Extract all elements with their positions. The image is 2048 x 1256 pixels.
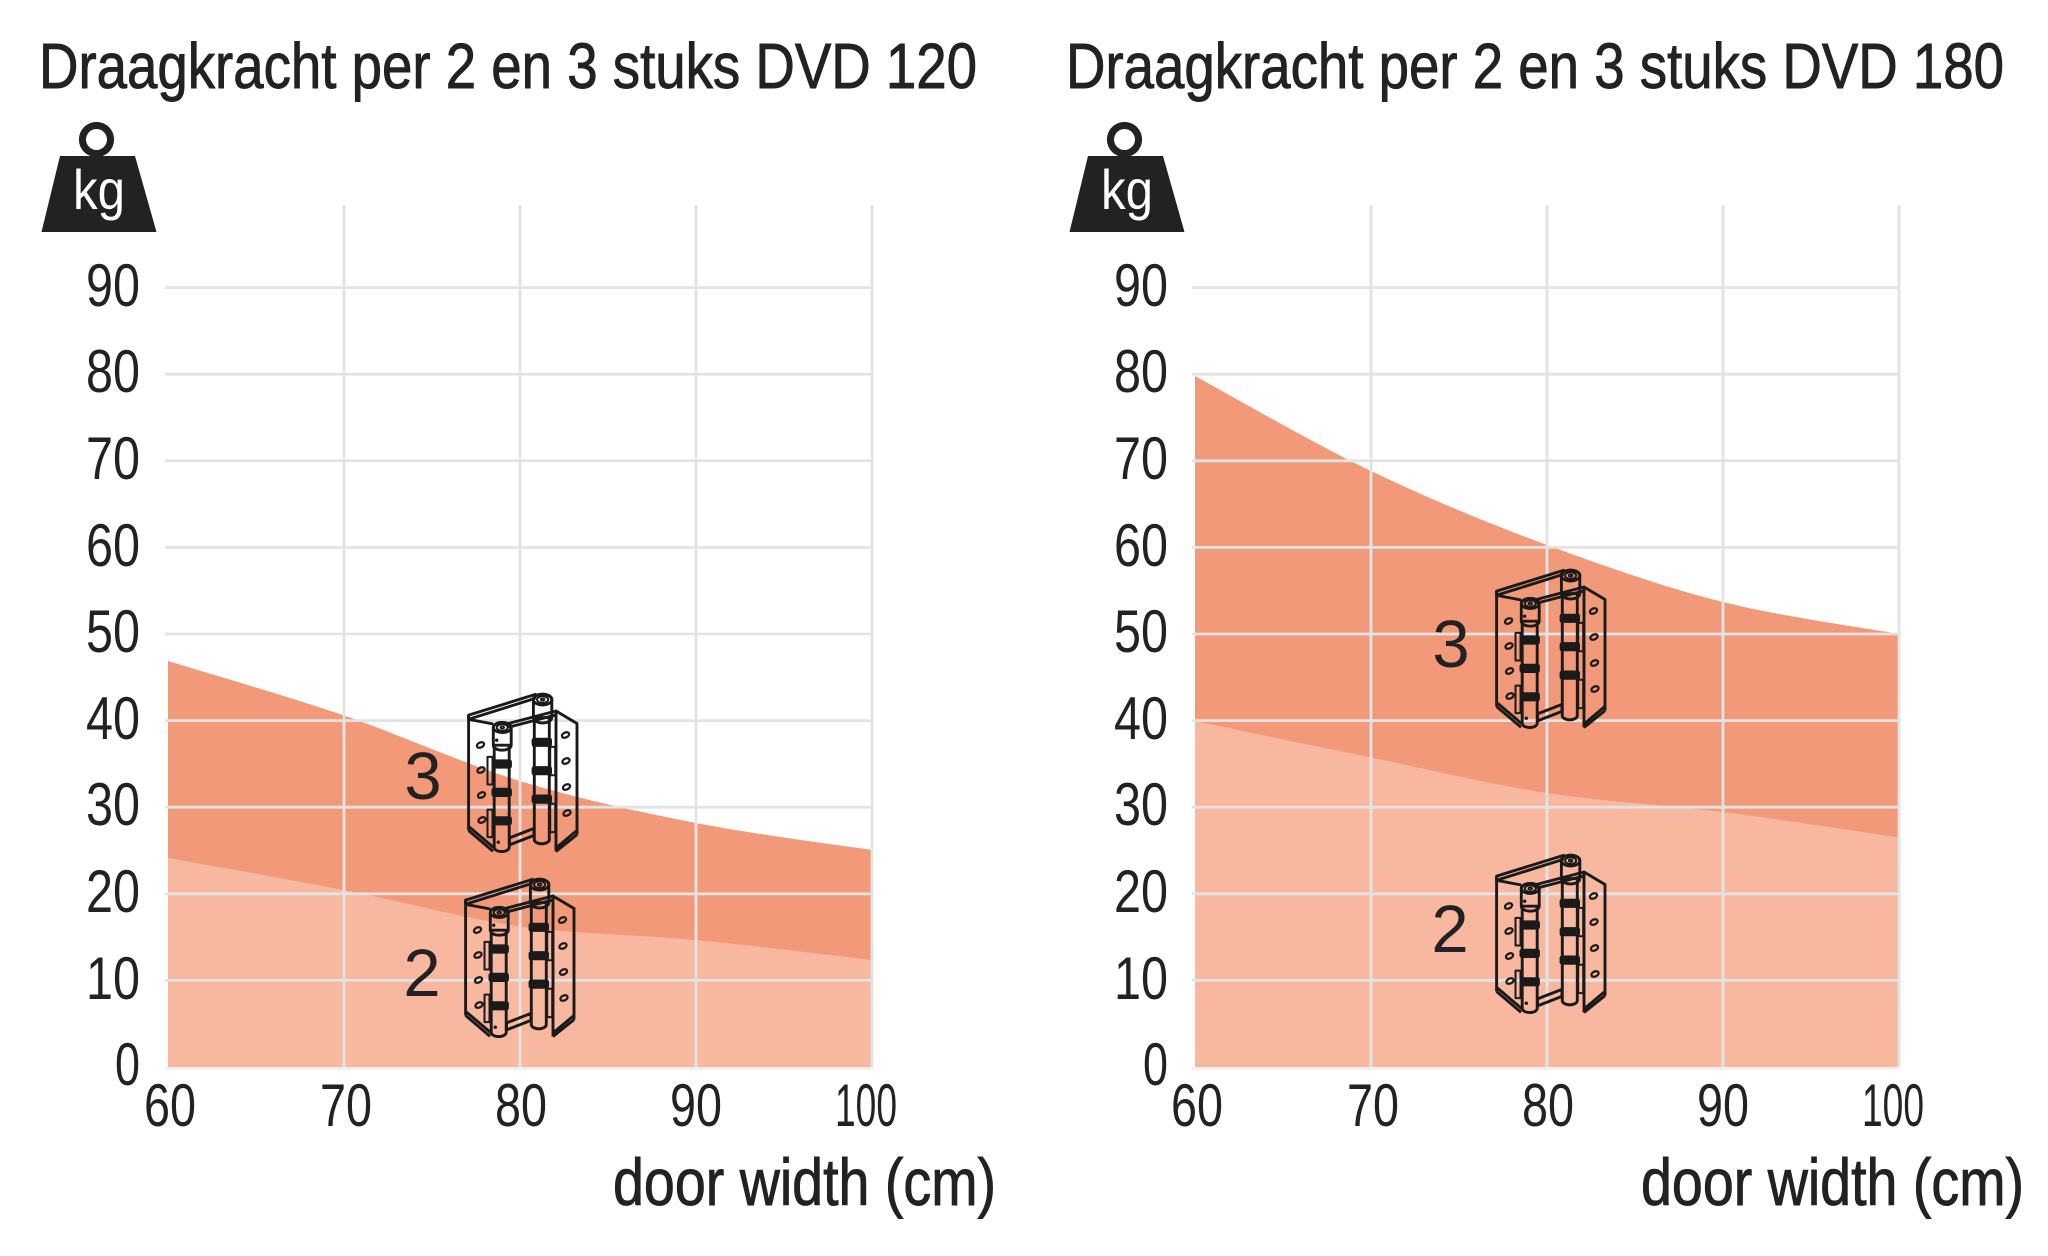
svg-text:3: 3 (1432, 607, 1469, 682)
svg-text:0: 0 (115, 1031, 140, 1098)
svg-text:0: 0 (1143, 1031, 1168, 1098)
svg-text:100: 100 (1862, 1072, 1924, 1139)
svg-text:90: 90 (86, 252, 140, 319)
svg-text:20: 20 (1114, 858, 1168, 925)
svg-text:70: 70 (320, 1072, 372, 1139)
svg-text:100: 100 (835, 1072, 897, 1139)
svg-text:30: 30 (86, 771, 140, 838)
svg-text:20: 20 (86, 858, 140, 925)
svg-text:70: 70 (1114, 425, 1168, 492)
svg-text:70: 70 (86, 425, 140, 492)
svg-text:80: 80 (86, 338, 140, 405)
svg-text:60: 60 (1114, 512, 1168, 579)
svg-text:3: 3 (404, 739, 441, 814)
svg-text:door width (cm): door width (cm) (613, 1145, 996, 1219)
svg-text:60: 60 (86, 512, 140, 579)
svg-text:80: 80 (1522, 1072, 1574, 1139)
svg-text:30: 30 (1114, 771, 1168, 838)
svg-text:80: 80 (495, 1072, 547, 1139)
svg-text:10: 10 (1114, 945, 1168, 1012)
svg-text:80: 80 (1114, 338, 1168, 405)
svg-text:60: 60 (144, 1072, 196, 1139)
svg-text:kg: kg (1101, 158, 1153, 221)
svg-text:40: 40 (86, 685, 140, 752)
svg-text:kg: kg (73, 158, 125, 221)
svg-text:2: 2 (403, 936, 440, 1011)
svg-text:Draagkracht per 2 en 3 stuks D: Draagkracht per 2 en 3 stuks DVD 120 (39, 30, 977, 102)
svg-text:90: 90 (1114, 252, 1168, 319)
svg-text:50: 50 (86, 598, 140, 665)
svg-text:90: 90 (1697, 1072, 1749, 1139)
svg-text:Draagkracht per 2 en 3 stuks D: Draagkracht per 2 en 3 stuks DVD 180 (1066, 30, 2004, 102)
svg-text:door width (cm): door width (cm) (1641, 1145, 2024, 1219)
svg-text:10: 10 (86, 945, 140, 1012)
svg-text:40: 40 (1114, 685, 1168, 752)
svg-text:60: 60 (1171, 1072, 1223, 1139)
svg-text:90: 90 (670, 1072, 722, 1139)
svg-text:2: 2 (1431, 892, 1468, 967)
svg-text:70: 70 (1347, 1072, 1399, 1139)
svg-text:50: 50 (1114, 598, 1168, 665)
